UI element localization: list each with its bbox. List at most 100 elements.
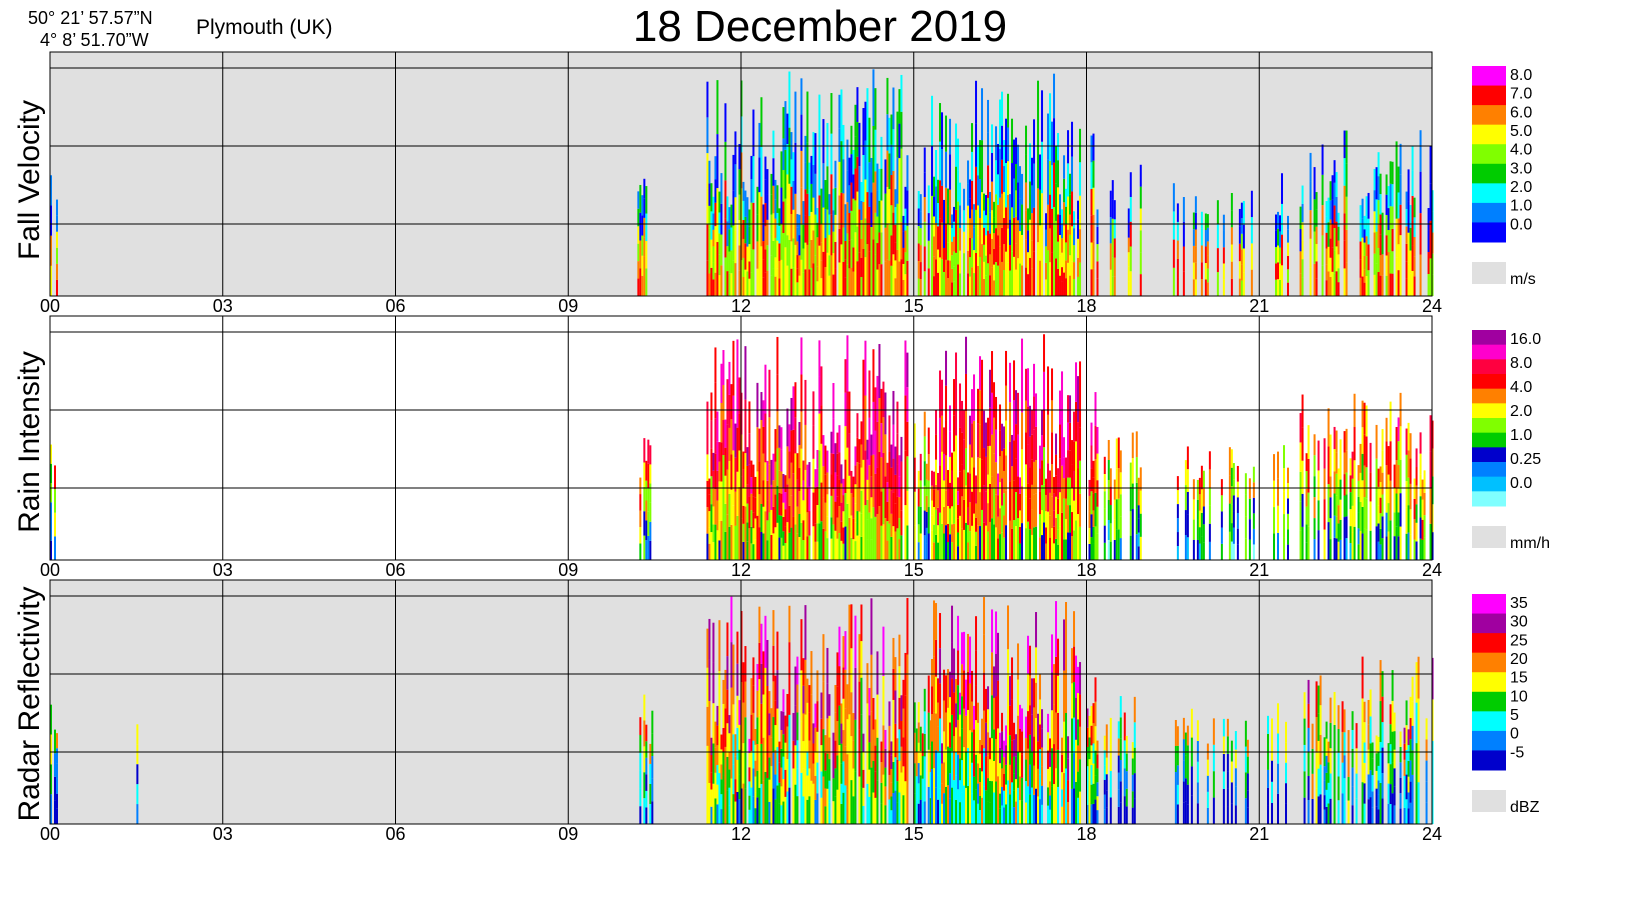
data-cell bbox=[985, 215, 988, 236]
data-cell bbox=[1127, 223, 1130, 238]
data-cell bbox=[1381, 275, 1384, 296]
data-cell bbox=[868, 769, 871, 797]
data-cell bbox=[1333, 273, 1336, 296]
data-cell bbox=[991, 609, 994, 653]
x-tick-label: 12 bbox=[731, 560, 751, 580]
data-cell bbox=[718, 722, 721, 774]
data-cell bbox=[714, 226, 717, 250]
data-cell bbox=[1385, 275, 1388, 296]
data-cell bbox=[1041, 410, 1044, 436]
data-cell bbox=[766, 270, 769, 296]
data-cell bbox=[917, 208, 920, 226]
data-cell bbox=[714, 347, 717, 383]
data-cell bbox=[748, 433, 751, 465]
data-cell bbox=[800, 337, 803, 375]
data-cell bbox=[840, 540, 843, 560]
data-cell bbox=[1079, 460, 1082, 494]
data-cell bbox=[732, 644, 735, 675]
data-cell bbox=[953, 281, 956, 296]
data-cell bbox=[1379, 783, 1382, 824]
data-cell bbox=[880, 200, 883, 233]
data-cell bbox=[989, 521, 992, 560]
data-cell bbox=[933, 236, 936, 257]
data-cell bbox=[933, 216, 936, 237]
data-cell bbox=[1073, 228, 1076, 246]
data-cell bbox=[812, 723, 815, 744]
data-cell bbox=[818, 523, 821, 560]
data-cell bbox=[844, 240, 847, 260]
data-cell bbox=[786, 265, 789, 296]
data-cell bbox=[975, 166, 978, 210]
data-cell bbox=[758, 494, 761, 528]
data-cell bbox=[1301, 277, 1304, 296]
data-cell bbox=[647, 487, 650, 512]
legend-label: 6.0 bbox=[1510, 104, 1532, 121]
data-cell bbox=[1337, 505, 1340, 524]
data-cell bbox=[1329, 697, 1332, 723]
data-cell bbox=[1365, 467, 1368, 499]
data-cell bbox=[1307, 526, 1310, 560]
data-cell bbox=[1079, 427, 1082, 461]
data-cell bbox=[794, 488, 797, 525]
data-cell bbox=[718, 212, 721, 234]
data-cell bbox=[939, 512, 942, 560]
data-cell bbox=[880, 762, 883, 783]
data-cell bbox=[1377, 224, 1380, 249]
data-cell bbox=[1015, 390, 1018, 425]
data-cell bbox=[935, 639, 938, 677]
data-cell bbox=[1051, 464, 1054, 497]
data-cell bbox=[937, 799, 940, 824]
data-cell bbox=[1333, 182, 1336, 206]
data-cell bbox=[838, 784, 841, 824]
data-cell bbox=[1244, 798, 1247, 824]
data-cell bbox=[1355, 748, 1358, 774]
data-cell bbox=[850, 537, 853, 560]
data-cell bbox=[1037, 741, 1040, 769]
data-cell bbox=[896, 738, 899, 760]
data-cell bbox=[1198, 477, 1201, 495]
x-tick-label: 15 bbox=[904, 824, 924, 844]
data-cell bbox=[1315, 788, 1318, 824]
data-cell bbox=[718, 540, 721, 560]
data-cell bbox=[56, 231, 58, 248]
data-cell bbox=[999, 430, 1002, 457]
data-cell bbox=[894, 503, 897, 532]
data-cell bbox=[806, 488, 809, 513]
data-cell bbox=[1323, 438, 1326, 469]
data-cell bbox=[876, 216, 879, 244]
data-cell bbox=[718, 191, 721, 213]
data-cell bbox=[1385, 441, 1388, 466]
data-cell bbox=[868, 417, 871, 466]
data-cell bbox=[772, 213, 775, 241]
data-cell bbox=[1184, 460, 1187, 486]
data-cell bbox=[1323, 766, 1326, 781]
data-cell bbox=[776, 448, 779, 486]
data-cell bbox=[798, 491, 801, 515]
data-cell bbox=[814, 214, 817, 256]
data-cell bbox=[1107, 479, 1110, 500]
data-cell bbox=[1041, 510, 1044, 536]
data-cell bbox=[894, 474, 897, 504]
data-cell bbox=[949, 508, 952, 535]
data-cell bbox=[706, 188, 709, 225]
data-cell bbox=[1204, 246, 1207, 264]
data-cell bbox=[953, 451, 956, 488]
data-cell bbox=[981, 797, 984, 824]
data-cell bbox=[1139, 230, 1142, 253]
data-cell bbox=[1137, 546, 1140, 560]
data-cell bbox=[770, 795, 773, 824]
data-cell bbox=[750, 526, 753, 544]
data-cell bbox=[987, 801, 990, 824]
data-cell bbox=[1003, 537, 1006, 560]
data-cell bbox=[1200, 228, 1203, 246]
legend-swatch bbox=[1472, 476, 1506, 492]
data-cell bbox=[1196, 479, 1199, 500]
data-cell bbox=[1105, 790, 1108, 808]
data-cell bbox=[991, 267, 994, 296]
data-cell bbox=[1226, 806, 1229, 824]
data-cell bbox=[1206, 282, 1209, 296]
data-cell bbox=[882, 675, 885, 726]
data-cell bbox=[1063, 619, 1066, 671]
data-cell bbox=[931, 95, 934, 146]
data-cell bbox=[933, 256, 936, 277]
